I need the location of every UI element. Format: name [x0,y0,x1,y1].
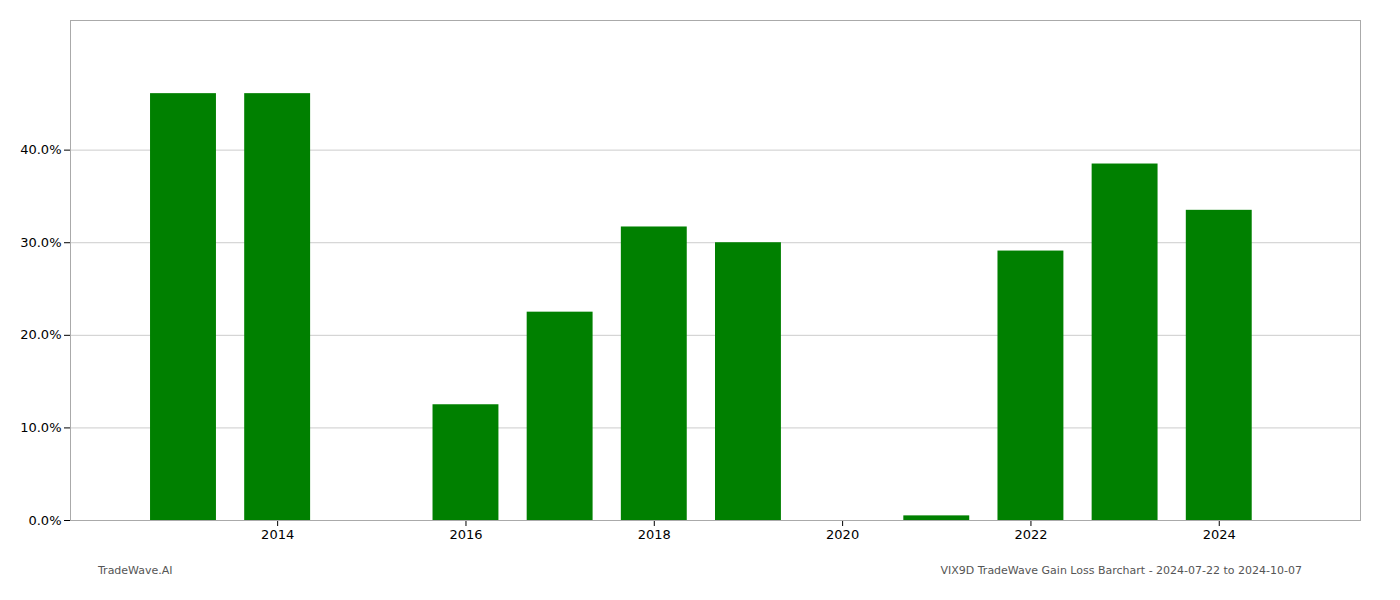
svg-text:0.0%: 0.0% [28,513,61,528]
svg-text:2016: 2016 [449,527,482,542]
svg-text:2022: 2022 [1014,527,1047,542]
svg-text:2014: 2014 [261,527,294,542]
svg-text:2024: 2024 [1203,527,1236,542]
html-text:VIX9D TradeWave Gain Loss Barc: VIX9D TradeWave Gain Loss Barchart - 202… [940,564,1302,577]
svg-text:20.0%: 20.0% [20,327,61,342]
svg-text:2020: 2020 [826,527,859,542]
svg-text:30.0%: 30.0% [20,235,61,250]
html-text:TradeWave.AI: TradeWave.AI [98,564,173,577]
svg-text:2018: 2018 [638,527,671,542]
svg-text:40.0%: 40.0% [20,142,61,157]
svg-text:10.0%: 10.0% [20,420,61,435]
